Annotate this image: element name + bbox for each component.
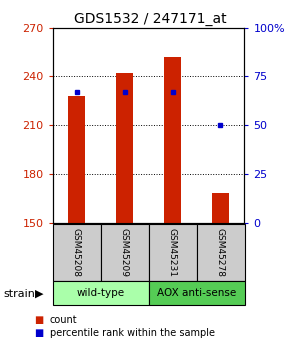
Bar — [100, 224, 148, 281]
Bar — [164, 57, 181, 223]
Text: wild-type: wild-type — [76, 288, 124, 298]
Bar — [52, 281, 148, 305]
Text: ■: ■ — [34, 315, 43, 325]
Text: strain: strain — [3, 289, 35, 299]
Bar — [148, 224, 196, 281]
Text: AOX anti-sense: AOX anti-sense — [157, 288, 236, 298]
Bar — [116, 73, 133, 223]
Text: GDS1532 / 247171_at: GDS1532 / 247171_at — [74, 12, 226, 26]
Text: GSM45209: GSM45209 — [120, 228, 129, 277]
Text: ▶: ▶ — [35, 289, 43, 299]
Text: ■: ■ — [34, 328, 43, 338]
Text: percentile rank within the sample: percentile rank within the sample — [50, 328, 214, 338]
Bar — [196, 224, 244, 281]
Text: count: count — [50, 315, 77, 325]
Text: GSM45208: GSM45208 — [72, 228, 81, 277]
Bar — [52, 224, 100, 281]
Bar — [212, 193, 229, 223]
Text: GSM45231: GSM45231 — [168, 228, 177, 277]
Text: GSM45278: GSM45278 — [216, 228, 225, 277]
Bar — [68, 96, 85, 223]
Bar — [148, 281, 244, 305]
